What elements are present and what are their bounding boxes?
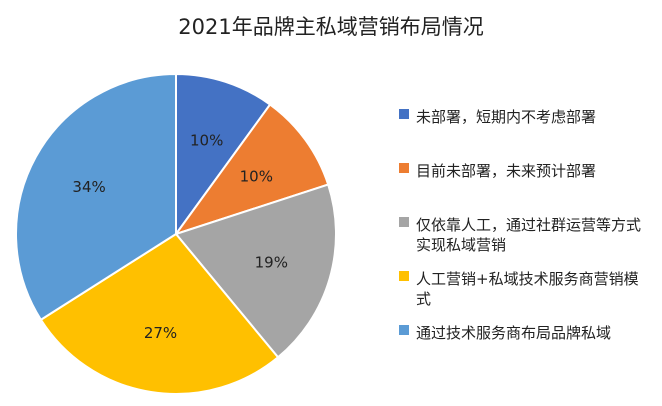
pie-data-label-2: 10% (240, 168, 273, 186)
pie-slices (15, 72, 337, 395)
legend-swatch-2 (399, 163, 409, 173)
pie-slice-1 (175, 72, 272, 238)
legend-label-4: 人工营销+私域技术服务商营销模式 (416, 270, 639, 308)
chart-title: 2021年品牌主私域营销布局情况 (178, 15, 483, 39)
pie-data-label-5: 34% (72, 178, 105, 196)
legend-swatch-4 (399, 271, 409, 281)
pie-slice-4 (39, 232, 280, 395)
pie-data-label-3: 19% (255, 254, 288, 272)
legend-label-3: 仅依靠人工，通过社群运营等方式实现私域营销 (416, 216, 641, 254)
legend-label-1: 未部署，短期内不考虑部署 (416, 108, 596, 126)
pie-slice-5 (15, 72, 177, 322)
legend-swatch-3 (399, 217, 409, 227)
legend-swatch-1 (399, 109, 409, 119)
pie-data-labels: 10% 10% 19% 27% 34% (72, 132, 288, 342)
pie-slice-3 (174, 183, 337, 359)
legend-label-2: 目前未部署，未来预计部署 (416, 162, 596, 180)
pie-data-label-4: 27% (144, 324, 177, 342)
pie-data-label-1: 10% (190, 132, 223, 150)
legend-label-5: 通过技术服务商布局品牌私域 (416, 324, 611, 342)
legend: 未部署，短期内不考虑部署目前未部署，未来预计部署仅依靠人工，通过社群运营等方式实… (399, 108, 641, 342)
legend-swatch-5 (399, 325, 409, 335)
pie-slice-2 (173, 103, 330, 236)
